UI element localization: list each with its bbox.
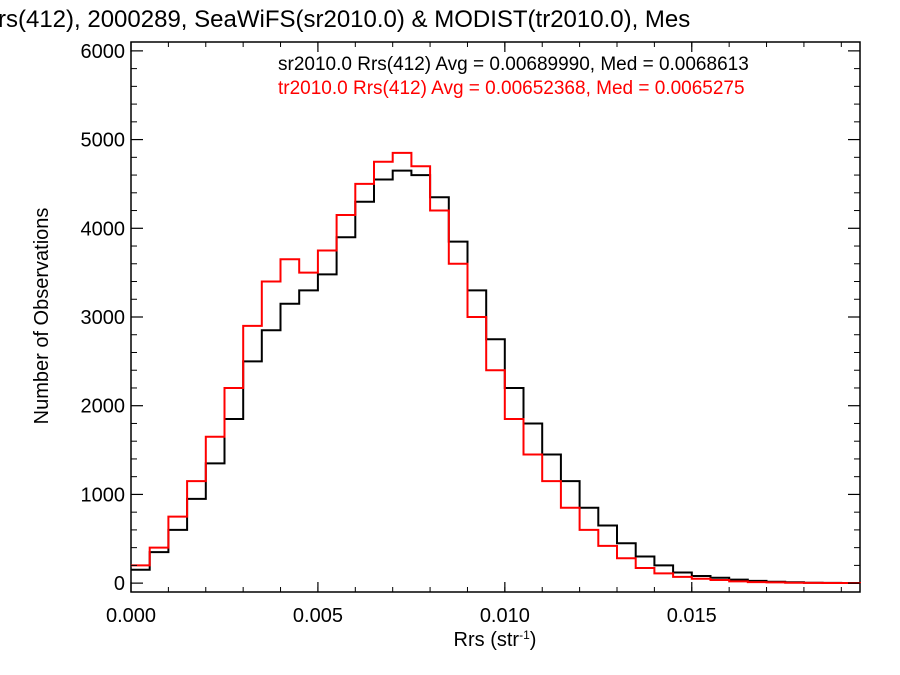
x-axis-title: Rrs (str-1) [454,628,537,651]
legend-entry-2: tr2010.0 Rrs(412) Avg = 0.00652368, Med … [278,78,745,99]
y-tick-label: 5000 [81,130,126,152]
x-tick-label: 0.010 [480,605,530,627]
series-line-1 [131,169,861,584]
series-line-2 [131,151,861,584]
y-axis-title: Number of Observations [31,208,53,425]
y-tick-label: 6000 [81,41,126,63]
x-tick-label: 0.005 [293,605,343,627]
y-tick-label: 4000 [81,218,126,240]
y-tick-label: 0 [114,573,125,595]
legend: sr2010.0 Rrs(412) Avg = 0.00689990, Med … [278,54,749,99]
plot-frame [130,41,861,593]
chart-title: rs(412), 2000289, SeaWiFS(sr2010.0) & MO… [0,6,690,33]
y-tick-label: 3000 [81,307,126,329]
y-axis: 0 1000 2000 3000 4000 5000 6000 [81,41,860,595]
y-tick-label: 2000 [81,396,126,418]
plot-area [130,41,861,593]
x-tick-label: 0.015 [667,605,717,627]
x-axis: 0.000 0.005 0.010 0.015 [106,42,842,627]
legend-entry-1: sr2010.0 Rrs(412) Avg = 0.00689990, Med … [278,54,749,75]
y-tick-label: 1000 [81,484,126,506]
x-tick-label: 0.000 [106,605,156,627]
